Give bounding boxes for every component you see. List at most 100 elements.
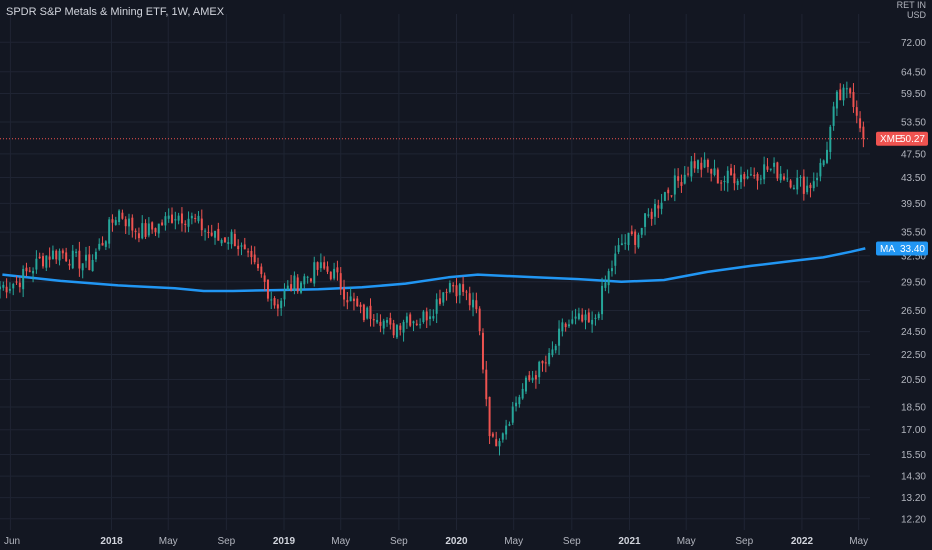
candle-body bbox=[422, 311, 425, 323]
candle-body bbox=[108, 219, 111, 244]
candle-body bbox=[541, 360, 544, 364]
y-tick-label: 26.50 bbox=[901, 306, 926, 317]
candle-body bbox=[124, 219, 127, 227]
candle-body bbox=[55, 250, 58, 260]
x-tick-label: Sep bbox=[390, 536, 408, 547]
candle-body bbox=[488, 396, 491, 437]
candle-body bbox=[174, 219, 177, 221]
x-tick-label: Jun bbox=[4, 536, 20, 547]
candle-body bbox=[167, 215, 170, 219]
candle-body bbox=[402, 321, 405, 333]
candle-body bbox=[644, 213, 647, 227]
candle-body bbox=[359, 304, 362, 307]
candle-body bbox=[849, 88, 852, 94]
candle-body bbox=[240, 245, 243, 247]
candle-body bbox=[627, 232, 630, 246]
candle-body bbox=[200, 218, 203, 231]
y-tick-label: 72.00 bbox=[901, 38, 926, 49]
candle-body bbox=[194, 218, 197, 220]
candle-body bbox=[472, 299, 475, 308]
candle-body bbox=[663, 192, 666, 201]
candle-body bbox=[829, 126, 832, 152]
candle-body bbox=[128, 218, 131, 227]
candle-body bbox=[263, 275, 266, 282]
candle-body bbox=[366, 307, 369, 319]
candle-body bbox=[653, 203, 656, 217]
candle-body bbox=[42, 256, 44, 267]
candle-body bbox=[151, 222, 154, 230]
candle-body bbox=[382, 320, 385, 329]
candle-body bbox=[505, 425, 508, 435]
candle-body bbox=[71, 250, 74, 269]
candle-body bbox=[587, 312, 590, 323]
candle-body bbox=[690, 161, 693, 177]
candle-body bbox=[25, 267, 28, 272]
candle-body bbox=[8, 288, 11, 291]
candle-body bbox=[706, 159, 709, 167]
candle-body bbox=[855, 107, 858, 116]
candle-body bbox=[445, 291, 448, 293]
candle-body bbox=[458, 284, 461, 296]
candle-body bbox=[518, 397, 521, 405]
candle-body bbox=[379, 321, 382, 326]
candle-body bbox=[763, 164, 766, 180]
candle-body bbox=[405, 316, 408, 323]
candle-body bbox=[799, 176, 802, 178]
candle-body bbox=[326, 266, 329, 272]
candle-body bbox=[389, 317, 392, 325]
candle-body bbox=[696, 160, 699, 170]
candle-body bbox=[5, 286, 8, 293]
candle-body bbox=[362, 304, 365, 321]
candle-body bbox=[756, 174, 759, 181]
candle-body bbox=[736, 180, 739, 186]
candle-body bbox=[481, 332, 484, 370]
candle-body bbox=[18, 282, 21, 288]
x-tick-label: Sep bbox=[735, 536, 753, 547]
candle-body bbox=[131, 217, 134, 231]
candle-body bbox=[749, 174, 752, 176]
candle-body bbox=[730, 168, 733, 176]
candle-body bbox=[372, 319, 375, 321]
candle-body bbox=[395, 325, 398, 338]
candle-body bbox=[720, 182, 723, 184]
candle-body bbox=[28, 270, 31, 272]
candle-body bbox=[594, 317, 597, 319]
candle-body bbox=[399, 325, 402, 330]
candle-body bbox=[845, 88, 848, 90]
candle-body bbox=[81, 263, 84, 271]
y-axis[interactable]: 72.00 64.50 59.50 53.50 47.50 43.50 39.50 35.50… bbox=[901, 38, 926, 525]
candle-body bbox=[98, 243, 101, 250]
candle-body bbox=[743, 174, 746, 180]
candle-body bbox=[118, 210, 121, 223]
candle-body bbox=[812, 181, 815, 189]
candle-body bbox=[425, 311, 428, 321]
y-tick-label: 22.50 bbox=[901, 350, 926, 361]
x-axis[interactable]: Jun 2018 May Sep 2019 May Sep 2020 May Sep 2021 May… bbox=[4, 536, 868, 547]
candle-body bbox=[511, 406, 514, 423]
candle-body bbox=[448, 283, 451, 293]
candle-body bbox=[85, 254, 87, 261]
x-tick-label: 2020 bbox=[445, 536, 468, 547]
x-tick-label: 2019 bbox=[273, 536, 296, 547]
candle-body bbox=[111, 219, 114, 223]
candle-body bbox=[789, 180, 792, 188]
candle-body bbox=[786, 178, 789, 180]
xme-price-badge bbox=[876, 131, 928, 146]
currency-unit-top: RET IN bbox=[896, 0, 926, 10]
ma-layer bbox=[2, 247, 866, 293]
candle-body bbox=[376, 319, 379, 323]
candle-body bbox=[197, 215, 200, 222]
candle-body bbox=[346, 300, 349, 303]
y-tick-label: 35.50 bbox=[901, 228, 926, 239]
candle-body bbox=[283, 290, 286, 300]
ma-value-badge-name: MA bbox=[880, 244, 895, 255]
candle-body bbox=[637, 234, 640, 248]
y-tick-label: 43.50 bbox=[901, 173, 926, 184]
candle-body bbox=[141, 223, 144, 239]
candle-body bbox=[680, 182, 683, 186]
candle-body bbox=[478, 308, 481, 332]
candle-body bbox=[217, 228, 220, 241]
candle-body bbox=[746, 176, 749, 179]
candle-body bbox=[204, 230, 207, 232]
